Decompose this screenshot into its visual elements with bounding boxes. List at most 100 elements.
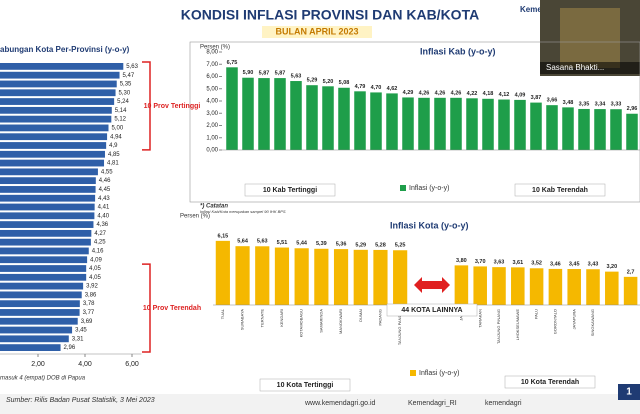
value-label: 4,94 (110, 134, 122, 140)
value-label: 5,00 (112, 125, 124, 131)
value-label: 3,66 (547, 98, 558, 104)
footer-bar (0, 394, 640, 414)
bar (0, 159, 105, 167)
annotation-box (386, 303, 478, 317)
bar (0, 177, 96, 185)
video-label-bg (540, 62, 640, 74)
value-label: 4,05 (89, 275, 101, 281)
bar (578, 108, 590, 150)
value-label: 2,96 (627, 106, 638, 112)
footer-twitter: Kemendagri_RI (408, 400, 457, 407)
legend-label: Inflasi (y-o-y) (409, 185, 449, 192)
chart-title: Inflasi Kota (y-o-y) (390, 220, 469, 230)
x-tick-label: SURABAYA (240, 309, 245, 331)
bar (0, 273, 87, 281)
y-tick-label: 1,00 (206, 135, 218, 141)
value-label: 5,14 (115, 108, 127, 114)
bar (0, 265, 87, 272)
annotation: 10 Prov Tertinggi (144, 103, 201, 110)
value-label: 5,12 (114, 117, 126, 123)
bar (0, 247, 89, 255)
footer-website: www.kemendagri.go.id (304, 400, 376, 407)
bar (0, 326, 73, 334)
x-tick-label: TARAKAN (477, 309, 482, 328)
value-label: 5,08 (339, 80, 350, 86)
bar (370, 92, 382, 150)
bar (530, 102, 542, 150)
x-tick-label: TANJUNG PANDAN (397, 309, 402, 345)
value-label: 5,63 (126, 64, 138, 70)
x-tick-label: MANOKWARI (338, 309, 343, 334)
value-label: 5,35 (120, 82, 132, 88)
bar (386, 93, 398, 150)
bar (0, 168, 98, 176)
bar (0, 344, 61, 351)
bar (402, 97, 414, 150)
y-tick-label: 5,00 (206, 86, 218, 92)
bar (473, 266, 487, 305)
bar (0, 89, 116, 97)
bar (290, 81, 302, 150)
value-label: 4,22 (467, 91, 478, 97)
value-label: 3,78 (83, 301, 95, 307)
value-label: 4,09 (515, 92, 526, 98)
chart-title: abungan Kota Per-Provinsi (y-o-y) (0, 45, 130, 54)
bar (255, 246, 270, 305)
value-label: 4,62 (387, 86, 398, 92)
value-label: 2,7 (627, 269, 635, 275)
value-label: 5,87 (259, 71, 270, 77)
bar (274, 247, 290, 305)
value-label: 4,09 (90, 257, 102, 263)
y-tick-label: 0,00 (206, 148, 218, 154)
value-label: 5,87 (275, 71, 286, 77)
bar (258, 78, 270, 150)
annotation-box (504, 375, 596, 389)
value-label: 5,29 (355, 242, 366, 248)
value-label: 3,87 (531, 95, 542, 101)
value-label: 5,51 (277, 240, 288, 246)
bar (0, 221, 94, 228)
bar (0, 98, 115, 105)
note-title: *) Catatan (200, 204, 228, 210)
value-label: 5,20 (323, 79, 334, 85)
bar (529, 268, 544, 305)
bar (373, 249, 388, 305)
x-tick-label: 6,00 (125, 361, 139, 368)
bar (498, 99, 510, 150)
value-label: 4,27 (94, 231, 106, 237)
bar (454, 265, 469, 305)
bar (0, 115, 112, 123)
bar (338, 87, 350, 150)
bracket (142, 263, 151, 353)
annotation: 10 Prov Terendah (143, 305, 201, 312)
bar (0, 186, 96, 193)
annotation: 10 Kota Terendah (521, 379, 579, 386)
x-tick-label: KOTAMOBAGU (299, 309, 304, 337)
value-label: 4,26 (435, 90, 446, 96)
value-label: 5,25 (395, 243, 406, 249)
value-label: 4,9 (109, 143, 118, 149)
value-label: 5,90 (243, 70, 254, 76)
value-label: 4,46 (99, 178, 111, 184)
value-label: 4,43 (98, 196, 110, 202)
bar (235, 246, 250, 305)
bar (0, 229, 92, 237)
bar (0, 106, 112, 114)
bar (450, 97, 462, 150)
value-label: 5,63 (291, 73, 302, 79)
x-tick-label: DUMAI (358, 309, 363, 322)
x-tick-label: LHOKSEUMAWE (515, 309, 520, 341)
value-label: 2,96 (64, 345, 76, 351)
value-label: 3,20 (606, 264, 617, 270)
value-label: 3,92 (86, 284, 98, 290)
bar (418, 97, 430, 150)
chart-title: Inflasi Kab (y-o-y) (420, 46, 496, 56)
value-label: 3,80 (456, 258, 467, 264)
value-label: 3,43 (588, 262, 599, 268)
value-label: 4,85 (108, 152, 120, 158)
y-tick-label: 8,00 (206, 50, 218, 56)
bar (294, 248, 309, 305)
x-tick-label: PALU (534, 309, 539, 319)
value-label: 3,31 (72, 336, 84, 342)
